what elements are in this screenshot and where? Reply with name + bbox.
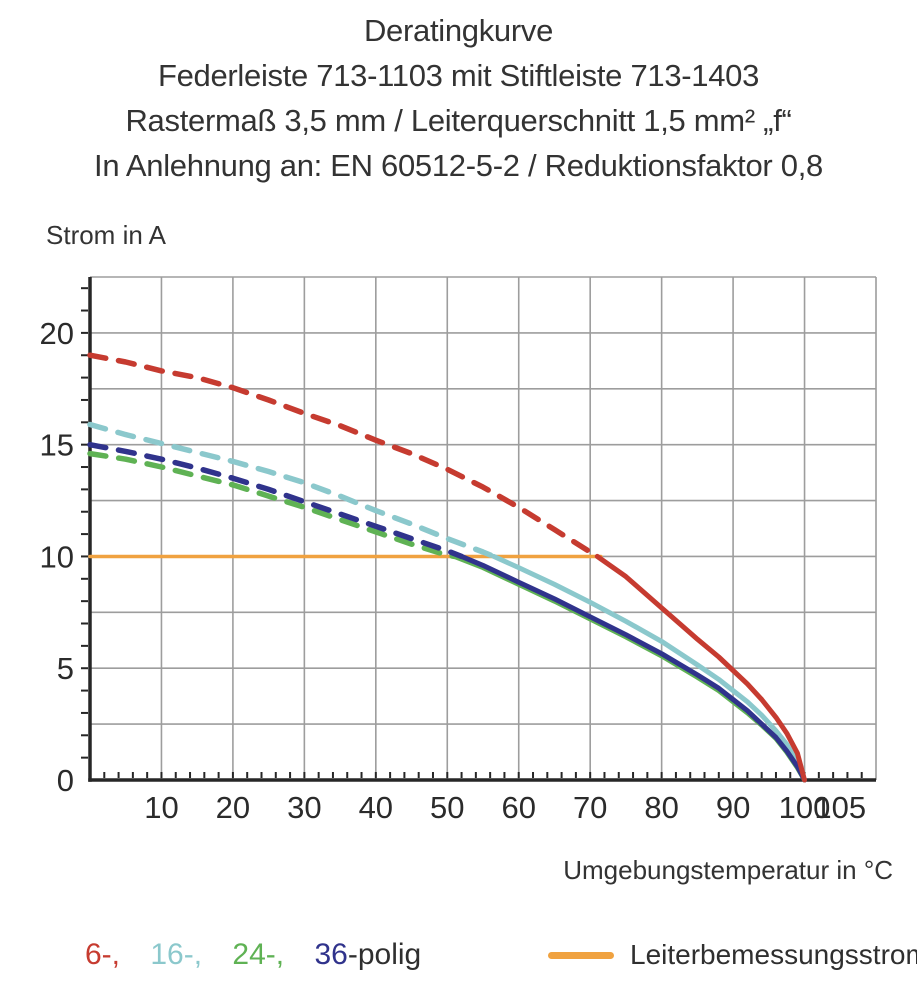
legend-item-6-polig: 6-, xyxy=(85,938,121,971)
y-tick-label: 5 xyxy=(57,651,74,686)
chart-title-block: Deratingkurve Federleiste 713-1103 mit S… xyxy=(0,8,917,188)
y-tick-label: 10 xyxy=(40,539,74,574)
x-tick-label: 60 xyxy=(501,790,535,825)
chart-title-line-2: Federleiste 713-1103 mit Stiftleiste 713… xyxy=(157,58,760,93)
series-6-polig xyxy=(87,352,807,783)
x-tick-label: 70 xyxy=(573,790,607,825)
legend-polig-suffix: -polig xyxy=(347,938,422,971)
series-6-polig-dashed xyxy=(87,352,601,560)
legend-item-24-polig: 24-, xyxy=(232,938,285,971)
rated-current-line-swatch xyxy=(548,951,614,959)
axes xyxy=(88,277,876,782)
chart-title-line-4: In Anlehnung an: EN 60512-5-2 / Reduktio… xyxy=(94,148,823,183)
series-36-polig-solid xyxy=(459,553,807,783)
y-tick-label: 20 xyxy=(40,316,74,351)
y-tick-label: 0 xyxy=(57,763,74,798)
axis-ticks xyxy=(81,287,863,778)
legend-item-16-polig: 16-, xyxy=(150,938,203,971)
x-tick-label: 30 xyxy=(287,790,321,825)
chart-title-line-1: Deratingkurve xyxy=(363,13,554,48)
series-24-polig-dashed xyxy=(87,450,458,560)
x-tick-label: 20 xyxy=(216,790,250,825)
x-tick-label: 50 xyxy=(430,790,464,825)
series-36-polig xyxy=(87,441,807,783)
legend-rated-current: Leiterbemessungsstrom xyxy=(548,936,917,974)
series-16-polig xyxy=(87,421,807,783)
series-16-polig-dashed xyxy=(87,421,497,560)
grid-lines xyxy=(90,276,877,780)
y-tick-label: 15 xyxy=(40,428,74,463)
x-tick-label: 90 xyxy=(716,790,750,825)
x-tick-label: 40 xyxy=(359,790,393,825)
x-tick-label: 105 xyxy=(814,790,866,825)
y-axis-title: Strom in A xyxy=(46,220,166,250)
series-16-polig-solid xyxy=(491,553,807,783)
x-tick-label: 10 xyxy=(144,790,178,825)
chart-title-line-3: Rastermaß 3,5 mm / Leiterquerschnitt 1,5… xyxy=(125,103,792,138)
series-6-polig-solid xyxy=(594,553,807,783)
legend-polig: 6-, 16-, 24-, 36-polig xyxy=(85,936,421,974)
x-tick-label: 80 xyxy=(644,790,678,825)
legend-item-36-polig: 36 xyxy=(314,938,348,971)
x-tick-label: 100 xyxy=(779,790,831,825)
series-36-polig-dashed xyxy=(87,441,465,560)
x-axis-title: Umgebungstemperatur in °C xyxy=(563,855,893,885)
rated-current-label: Leiterbemessungsstrom xyxy=(630,939,917,970)
